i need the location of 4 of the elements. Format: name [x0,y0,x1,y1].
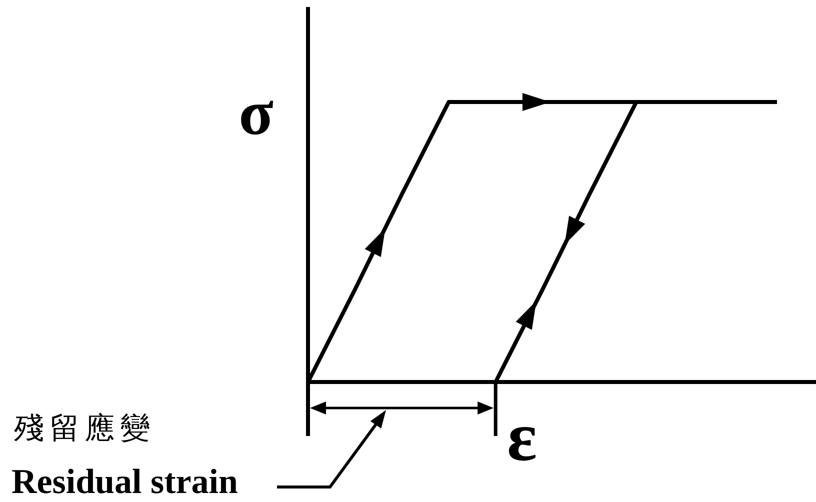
text: Residual strain [11,462,238,501]
y-axis-title: σ [238,77,274,148]
x-axis-title: ε [507,399,537,476]
text: 殘留應變 [14,412,150,445]
